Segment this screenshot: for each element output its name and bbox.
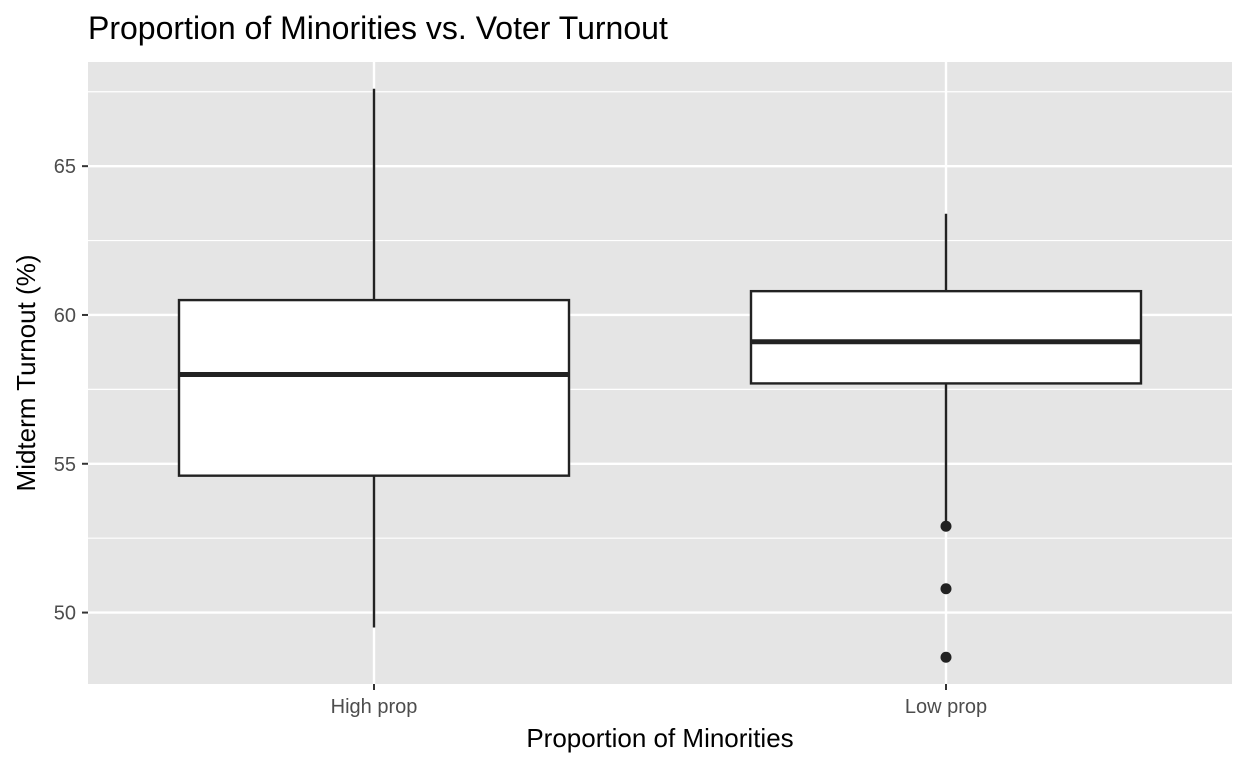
- x-axis: High prop Low prop: [331, 684, 987, 718]
- y-tick-label: 50: [54, 603, 76, 625]
- y-tick-label: 65: [54, 156, 76, 178]
- chart-title: Proportion of Minorities vs. Voter Turno…: [88, 10, 668, 46]
- box-group: [749, 213, 1143, 663]
- outlier-point: [940, 651, 952, 663]
- outlier-point: [940, 520, 952, 532]
- y-tick-label: 60: [54, 305, 76, 327]
- x-tick-label: Low prop: [905, 696, 987, 718]
- box-iqr: [177, 298, 571, 477]
- y-tick-label: 55: [54, 454, 76, 476]
- y-axis-title: Midterm Turnout (%): [11, 255, 41, 492]
- boxes: [177, 88, 1143, 663]
- y-axis: 50 55 60 65: [54, 156, 88, 625]
- box-group: [177, 88, 571, 628]
- x-axis-title: Proportion of Minorities: [526, 723, 793, 753]
- box-iqr: [749, 289, 1143, 385]
- x-tick-label: High prop: [331, 696, 418, 718]
- outlier-point: [940, 583, 952, 595]
